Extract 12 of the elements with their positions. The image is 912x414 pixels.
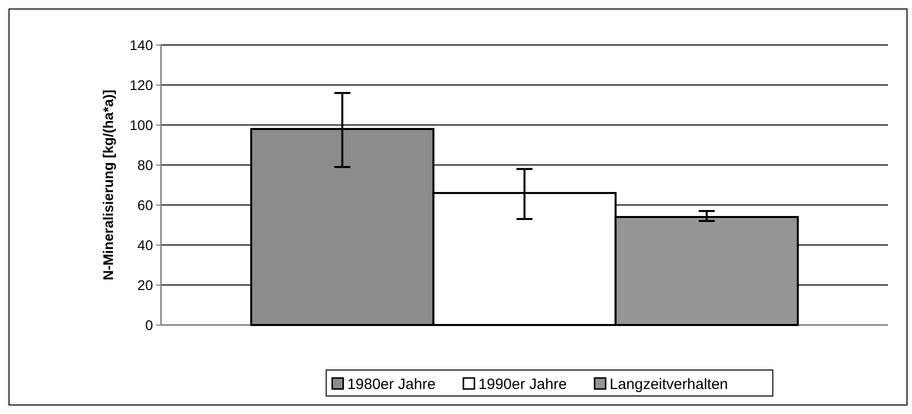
y-tick-label: 60 (137, 196, 154, 213)
legend-label: 1990er Jahre (478, 376, 567, 393)
legend-label: 1980er Jahre (347, 376, 436, 393)
y-tick-label: 0 (145, 316, 154, 333)
y-tick-label: 80 (137, 156, 154, 173)
y-tick-label: 100 (130, 116, 154, 133)
y-tick-label: 40 (137, 236, 154, 253)
y-tick-label: 140 (130, 36, 154, 53)
y-axis-title: N-Mineralisierung [kg/(ha*a)] (100, 90, 116, 280)
y-tick-label: 20 (137, 276, 154, 293)
legend-label: Langzeitverhalten (610, 376, 728, 393)
y-tick-label: 120 (130, 76, 154, 93)
